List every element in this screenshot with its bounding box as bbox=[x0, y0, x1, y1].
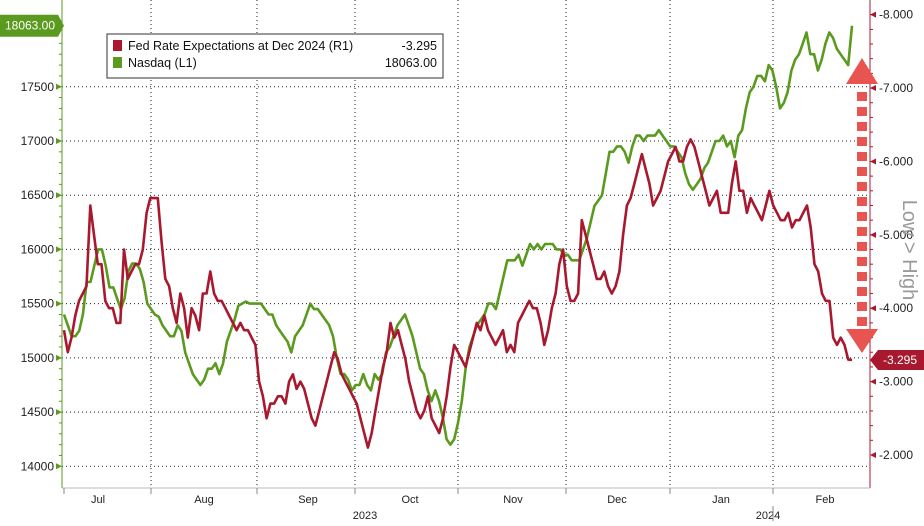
left-tick-label: 14000 bbox=[21, 459, 55, 473]
series-layer bbox=[62, 25, 854, 449]
arrow-dash bbox=[857, 92, 867, 101]
left-value-badge bbox=[0, 14, 64, 37]
left-tick-label: 14500 bbox=[21, 405, 55, 419]
right-side-label: Low > High bbox=[898, 200, 920, 301]
left-tick-mark bbox=[56, 192, 62, 199]
arrow-dash bbox=[857, 212, 867, 221]
arrow-up-head bbox=[846, 58, 878, 84]
gridlines bbox=[62, 0, 870, 488]
left-tick-mark bbox=[56, 354, 62, 361]
arrow-dash bbox=[857, 317, 867, 326]
nasdaq-line bbox=[62, 25, 854, 446]
arrow-dash bbox=[857, 287, 867, 296]
left-tick-label: 16500 bbox=[21, 188, 55, 202]
legend-label: Fed Rate Expectations at Dec 2024 (R1) bbox=[128, 39, 353, 53]
left-value-badge-text: 18063.00 bbox=[5, 19, 55, 33]
x-tick-label: Oct bbox=[401, 494, 418, 506]
left-tick-label: 17500 bbox=[21, 80, 55, 94]
legend-swatch bbox=[113, 57, 122, 68]
legend: Fed Rate Expectations at Dec 2024 (R1) -3… bbox=[106, 33, 444, 79]
right-tick-label: -5.000 bbox=[879, 228, 913, 242]
arrow-dash bbox=[857, 167, 867, 176]
x-tick-label: Jan bbox=[712, 494, 730, 506]
arrow-dash bbox=[857, 182, 867, 191]
arrow-down-head bbox=[846, 329, 878, 353]
arrow-dash bbox=[857, 137, 867, 146]
arrow-dash bbox=[857, 242, 867, 251]
arrow-dash bbox=[857, 122, 867, 131]
legend-box bbox=[106, 33, 444, 79]
year-label: 2023 bbox=[353, 510, 377, 521]
legend-swatch bbox=[113, 40, 122, 51]
right-tick-label: -3.000 bbox=[879, 375, 913, 389]
x-tick-label: Dec bbox=[607, 494, 627, 506]
left-tick-label: 15500 bbox=[21, 297, 55, 311]
right-tick-label: -7.000 bbox=[879, 81, 913, 95]
legend-value: 18063.00 bbox=[385, 56, 437, 70]
left-tick-mark bbox=[56, 463, 62, 470]
arrow-dash bbox=[857, 257, 867, 266]
arrow-dash bbox=[857, 197, 867, 206]
x-tick-label: Feb bbox=[816, 494, 835, 506]
left-tick-label: 15000 bbox=[21, 351, 55, 365]
right-tick-label: -8.000 bbox=[879, 8, 913, 22]
x-tick-label: Aug bbox=[194, 494, 214, 506]
arrow-dash bbox=[857, 152, 867, 161]
x-tick-label: Nov bbox=[503, 494, 523, 506]
left-tick-label: 16000 bbox=[21, 242, 55, 256]
legend-label: Nasdaq (L1) bbox=[128, 56, 197, 70]
right-tick-label: -6.000 bbox=[879, 154, 913, 168]
left-tick-mark bbox=[56, 137, 62, 144]
arrow-dash bbox=[857, 302, 867, 311]
arrow-dash bbox=[857, 227, 867, 236]
right-value-badge bbox=[870, 349, 924, 370]
left-tick-mark bbox=[56, 246, 62, 253]
legend-value: -3.295 bbox=[402, 39, 437, 53]
right-value-badge-text: -3.295 bbox=[883, 353, 917, 367]
left-tick-label: 17000 bbox=[21, 134, 55, 148]
left-tick-mark bbox=[56, 300, 62, 307]
left-tick-mark bbox=[56, 83, 62, 90]
annotations: 18063.00 -3.295 bbox=[0, 14, 924, 370]
left-tick-mark bbox=[56, 409, 62, 416]
right-tick-label: -4.000 bbox=[879, 301, 913, 315]
plot-area bbox=[62, 0, 870, 488]
x-tick-label: Jul bbox=[91, 494, 105, 506]
right-tick-label: -2.000 bbox=[879, 448, 913, 462]
year-label: 2024 bbox=[756, 510, 780, 521]
right-tick-mark bbox=[870, 451, 876, 458]
arrow-dash bbox=[857, 272, 867, 281]
arrow-dash bbox=[857, 107, 867, 116]
fed-rate-line bbox=[62, 138, 853, 449]
x-tick-label: Sep bbox=[298, 494, 318, 506]
